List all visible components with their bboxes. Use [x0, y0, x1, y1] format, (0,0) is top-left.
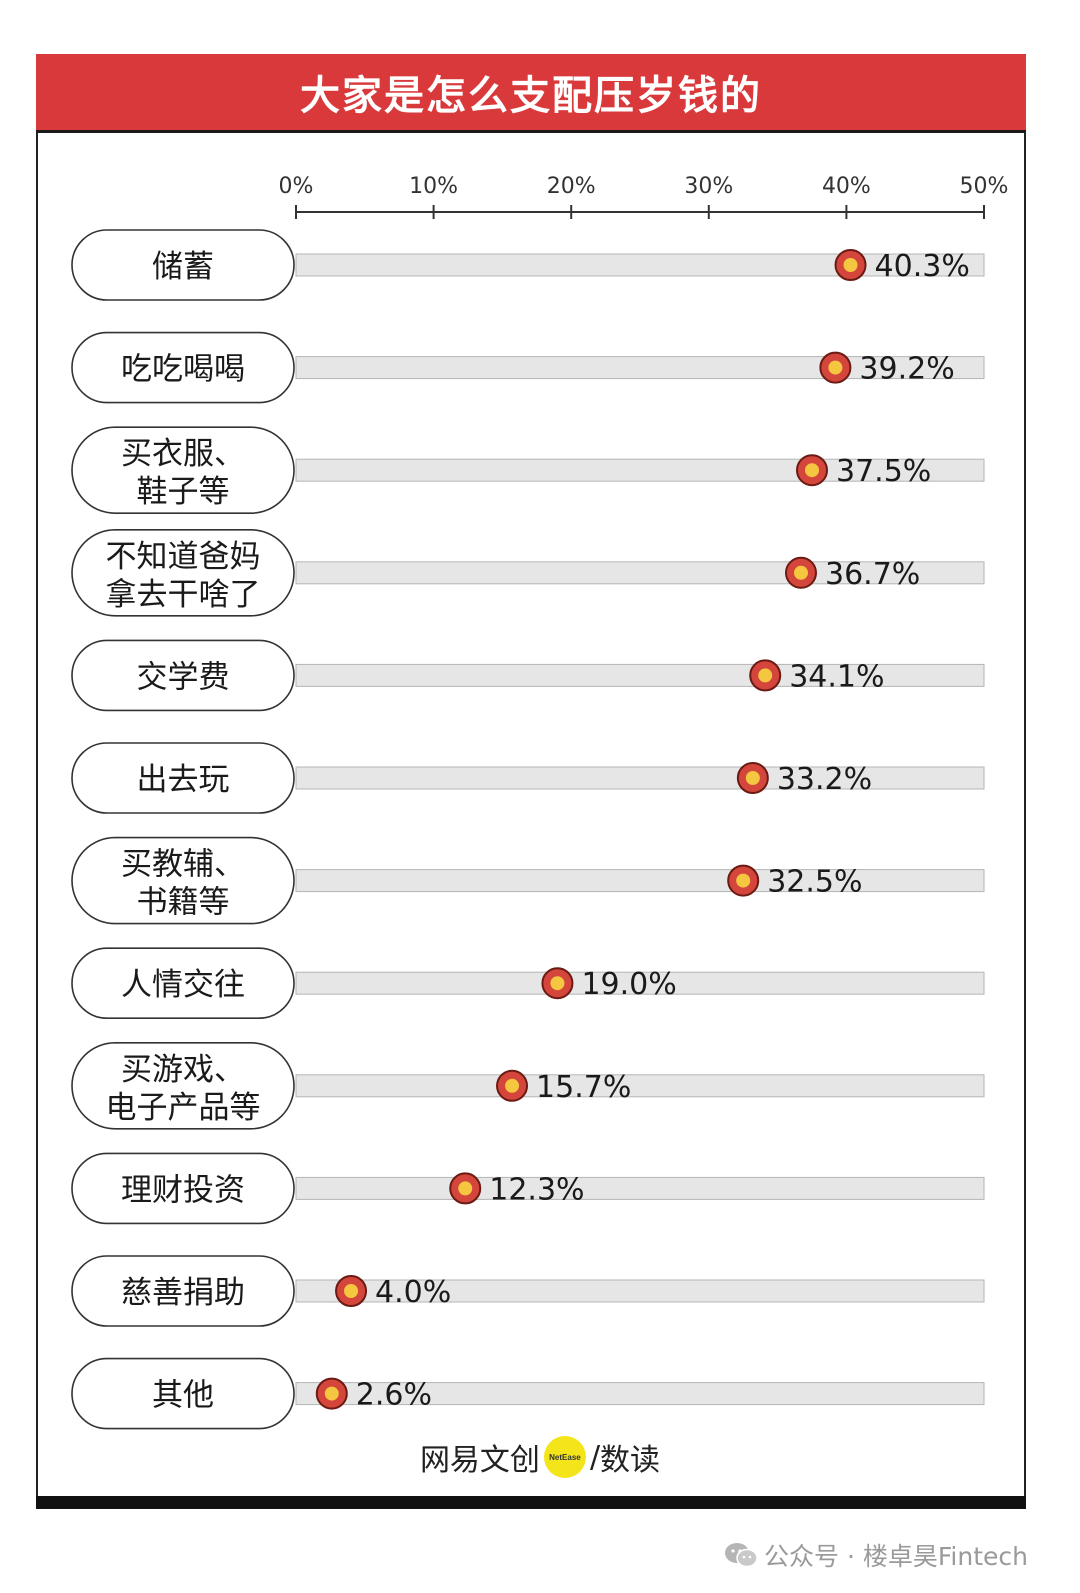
category-label: 书籍等 [137, 885, 230, 921]
data-point [758, 668, 773, 683]
category-pill [71, 426, 295, 515]
data-point [324, 1386, 339, 1401]
category-label: 人情交往 [121, 967, 245, 1003]
data-point [550, 976, 565, 991]
category-label: 储蓄 [152, 249, 214, 285]
netease-dot-logo: NetEase [543, 1436, 586, 1478]
bar-track [295, 1382, 985, 1406]
category-label: 买教辅、 [121, 847, 245, 883]
category-pill [71, 742, 295, 814]
x-tick-label: 50% [960, 174, 1009, 199]
category-pill [71, 1152, 295, 1225]
value-label: 12.3% [489, 1172, 584, 1207]
data-point [793, 565, 808, 580]
value-label: 33.2% [777, 762, 872, 797]
category-label: 慈善捐助 [121, 1275, 245, 1311]
bar-track [295, 869, 985, 893]
category-label: 出去玩 [137, 762, 230, 798]
value-label: 2.6% [356, 1378, 432, 1413]
wechat-icon [724, 1542, 758, 1568]
source-brand-right: 数读 [600, 1443, 661, 1478]
category-pill [71, 1042, 295, 1130]
value-label: 4.0% [375, 1275, 451, 1310]
category-pill [71, 528, 295, 617]
category-pill [71, 229, 295, 301]
x-tick-label: 10% [409, 174, 458, 199]
chart-title: 大家是怎么支配压岁钱的 [300, 73, 762, 119]
value-label: 37.5% [836, 454, 931, 489]
x-tick-label: 30% [684, 174, 733, 199]
chart-header: 大家是怎么支配压岁钱的 [36, 54, 1026, 133]
value-label: 15.7% [536, 1070, 631, 1105]
data-point [505, 1078, 520, 1093]
x-tick-label: 20% [547, 174, 596, 199]
category-pill [71, 836, 295, 925]
value-label: 34.1% [789, 659, 884, 694]
value-label: 36.7% [825, 557, 920, 592]
category-label: 买衣服、 [121, 436, 245, 472]
category-label: 电子产品等 [106, 1090, 261, 1126]
bar-track [295, 663, 985, 687]
value-label: 39.2% [859, 352, 954, 387]
frame-bottom-bar [36, 1496, 1026, 1509]
category-pill [71, 331, 295, 404]
value-label: 40.3% [875, 249, 970, 284]
category-pill [71, 1255, 295, 1327]
category-label: 交学费 [137, 659, 230, 695]
bar-track [295, 1176, 985, 1200]
data-point [344, 1284, 359, 1298]
watermark-text: 公众号 · 楼卓昊Fintech [764, 1542, 1028, 1571]
category-label: 不知道爸妈 [106, 539, 261, 575]
data-point [828, 360, 843, 375]
category-label: 买游戏、 [121, 1052, 245, 1088]
bar-track [295, 356, 985, 380]
category-pill [71, 1357, 295, 1430]
data-point [843, 258, 858, 272]
category-label: 理财投资 [121, 1172, 245, 1208]
category-label: 鞋子等 [137, 474, 230, 510]
category-pill [71, 947, 295, 1020]
watermark: 公众号 · 楼卓昊Fintech [724, 1535, 1028, 1575]
category-label: 其他 [152, 1378, 214, 1414]
source-separator: / [589, 1439, 601, 1475]
data-point [805, 463, 819, 478]
source-brand-left: 网易文创 [419, 1443, 540, 1478]
bar-track [295, 971, 985, 995]
x-tick-label: 40% [822, 174, 871, 199]
bar-track [295, 1074, 985, 1098]
data-point [458, 1181, 473, 1196]
data-point [736, 873, 751, 888]
value-label: 32.5% [767, 865, 862, 900]
bar-track [295, 253, 985, 277]
bar-track [295, 1279, 985, 1303]
category-pill [71, 639, 295, 712]
source-logo: 网易文创 NetEase / 数读 [0, 1432, 1080, 1482]
category-label: 拿去干啥了 [106, 577, 261, 613]
bar-track [295, 766, 985, 790]
x-tick-label: 0% [279, 174, 314, 199]
category-label: 吃吃喝喝 [121, 352, 245, 388]
data-point [745, 771, 760, 785]
value-label: 19.0% [581, 967, 676, 1002]
